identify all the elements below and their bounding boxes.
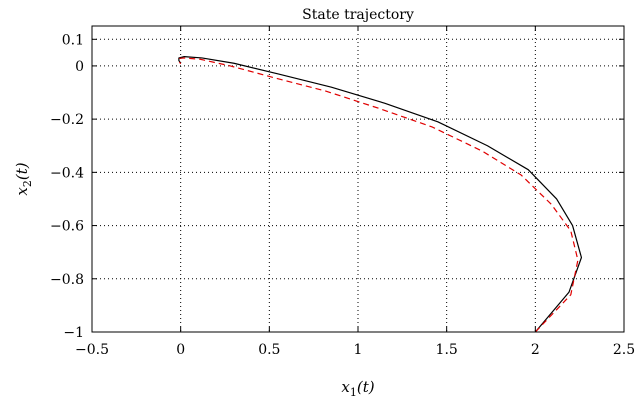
grid xyxy=(92,26,624,332)
y-tick-label: 0.1 xyxy=(62,32,84,48)
y-tick-label: −0.8 xyxy=(50,272,84,288)
y-axis-label: x2(t) xyxy=(13,162,34,195)
series-line-solid xyxy=(178,56,583,333)
y-tick-label: −1 xyxy=(63,325,84,341)
y-tick-label: −0.2 xyxy=(50,112,84,128)
x-tick-label: 1.5 xyxy=(436,342,458,358)
tick-labels: −0.5 0 0.5 1 1.5 2 2.5 −1 −0.8 −0.6 −0.4 −0.2 0 0.1 xyxy=(50,32,635,358)
x-tick-label: 0.5 xyxy=(258,342,280,358)
y-tick-label: −0.6 xyxy=(50,219,84,235)
y-tick-label: −0.4 xyxy=(50,165,84,181)
x-tick-label: 2 xyxy=(531,342,540,358)
y-tick-label: 0 xyxy=(75,59,84,75)
x-tick-label: −0.5 xyxy=(75,342,109,358)
series-layer xyxy=(178,56,583,333)
x-tick-label: 0 xyxy=(176,342,185,358)
chart-title: State trajectory xyxy=(302,7,414,23)
ticks xyxy=(91,26,625,333)
x-tick-label: 2.5 xyxy=(613,342,635,358)
x-tick-label: 1 xyxy=(354,342,363,358)
series-line-dashed xyxy=(178,57,579,333)
x-axis-label: x1(t) xyxy=(341,378,374,399)
